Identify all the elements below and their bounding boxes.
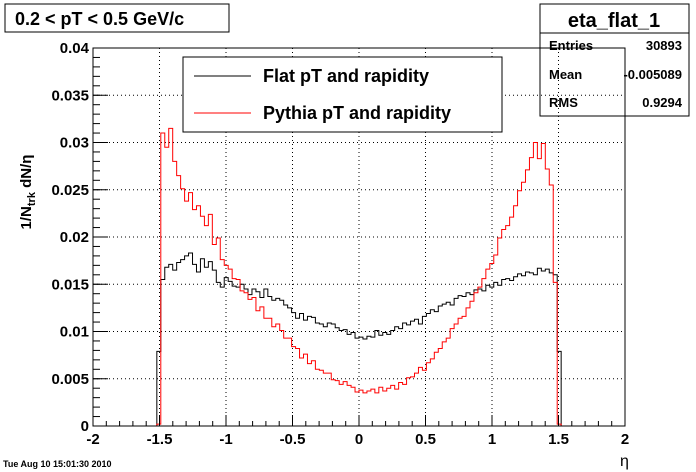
title-text: 0.2 < pT < 0.5 GeV/c (15, 9, 184, 29)
y-axis-label: 1/Ntrk dN/η (18, 155, 38, 230)
x-tick-label: -1 (219, 431, 232, 448)
y-tick-label: 0.005 (51, 371, 89, 388)
y-tick-label: 0.03 (60, 135, 89, 152)
x-tick-label: -0.5 (280, 431, 306, 448)
x-axis-label: η (620, 453, 629, 470)
x-tick-label: -2 (86, 431, 99, 448)
series-line-pythia (156, 127, 562, 426)
legend: Flat pT and rapidity Pythia pT and rapid… (182, 56, 503, 133)
x-tick-label: -1.5 (147, 431, 173, 448)
grid (93, 48, 625, 426)
plot-area: -2 -1.5 -1 -0.5 0 0.5 1 1.5 2 0 0.005 0.01 0.015 0.02… (51, 40, 629, 448)
stats-rms-label: RMS (549, 95, 578, 110)
axis-ticks: -2 -1.5 -1 -0.5 0 0.5 1 1.5 2 0 0.005 0.01 0.015 0.02… (51, 40, 629, 448)
y-tick-label: 0.015 (51, 276, 89, 293)
series-group (156, 127, 562, 426)
y-tick-label: 0.02 (60, 229, 89, 246)
y-tick-label: 0.04 (60, 40, 90, 57)
x-tick-label: 1.5 (548, 431, 569, 448)
y-tick-label: 0.025 (51, 182, 89, 199)
stats-title: eta_flat_1 (568, 10, 660, 32)
series-line-flat (156, 252, 562, 426)
y-axis-label-main: 1/N (18, 206, 35, 229)
x-tick-label: 0.5 (415, 431, 436, 448)
y-tick-label: 0 (81, 418, 89, 435)
stats-rms-value: 0.9294 (642, 95, 683, 110)
y-tick-label: 0.01 (60, 324, 89, 341)
y-axis-label-sub: trk (26, 191, 38, 206)
stats-mean-value: -0.005089 (623, 67, 682, 82)
stats-mean-label: Mean (549, 67, 582, 82)
stats-entries-value: 30893 (646, 38, 682, 53)
stats-box: eta_flat_1 Entries 30893 Mean -0.005089 … (539, 3, 690, 117)
stats-entries-label: Entries (549, 38, 593, 53)
x-tick-label: 1 (488, 431, 496, 448)
legend-label-pythia: Pythia pT and rapidity (263, 103, 451, 123)
y-tick-label: 0.035 (51, 87, 89, 104)
x-tick-label: 0 (355, 431, 363, 448)
legend-label-flat: Flat pT and rapidity (263, 66, 429, 86)
x-tick-label: 2 (621, 431, 629, 448)
footer-timestamp: Tue Aug 10 15:01:30 2010 (3, 459, 112, 469)
y-axis-label-tail: dN/η (18, 155, 35, 193)
title-box: 0.2 < pT < 0.5 GeV/c (4, 3, 230, 33)
